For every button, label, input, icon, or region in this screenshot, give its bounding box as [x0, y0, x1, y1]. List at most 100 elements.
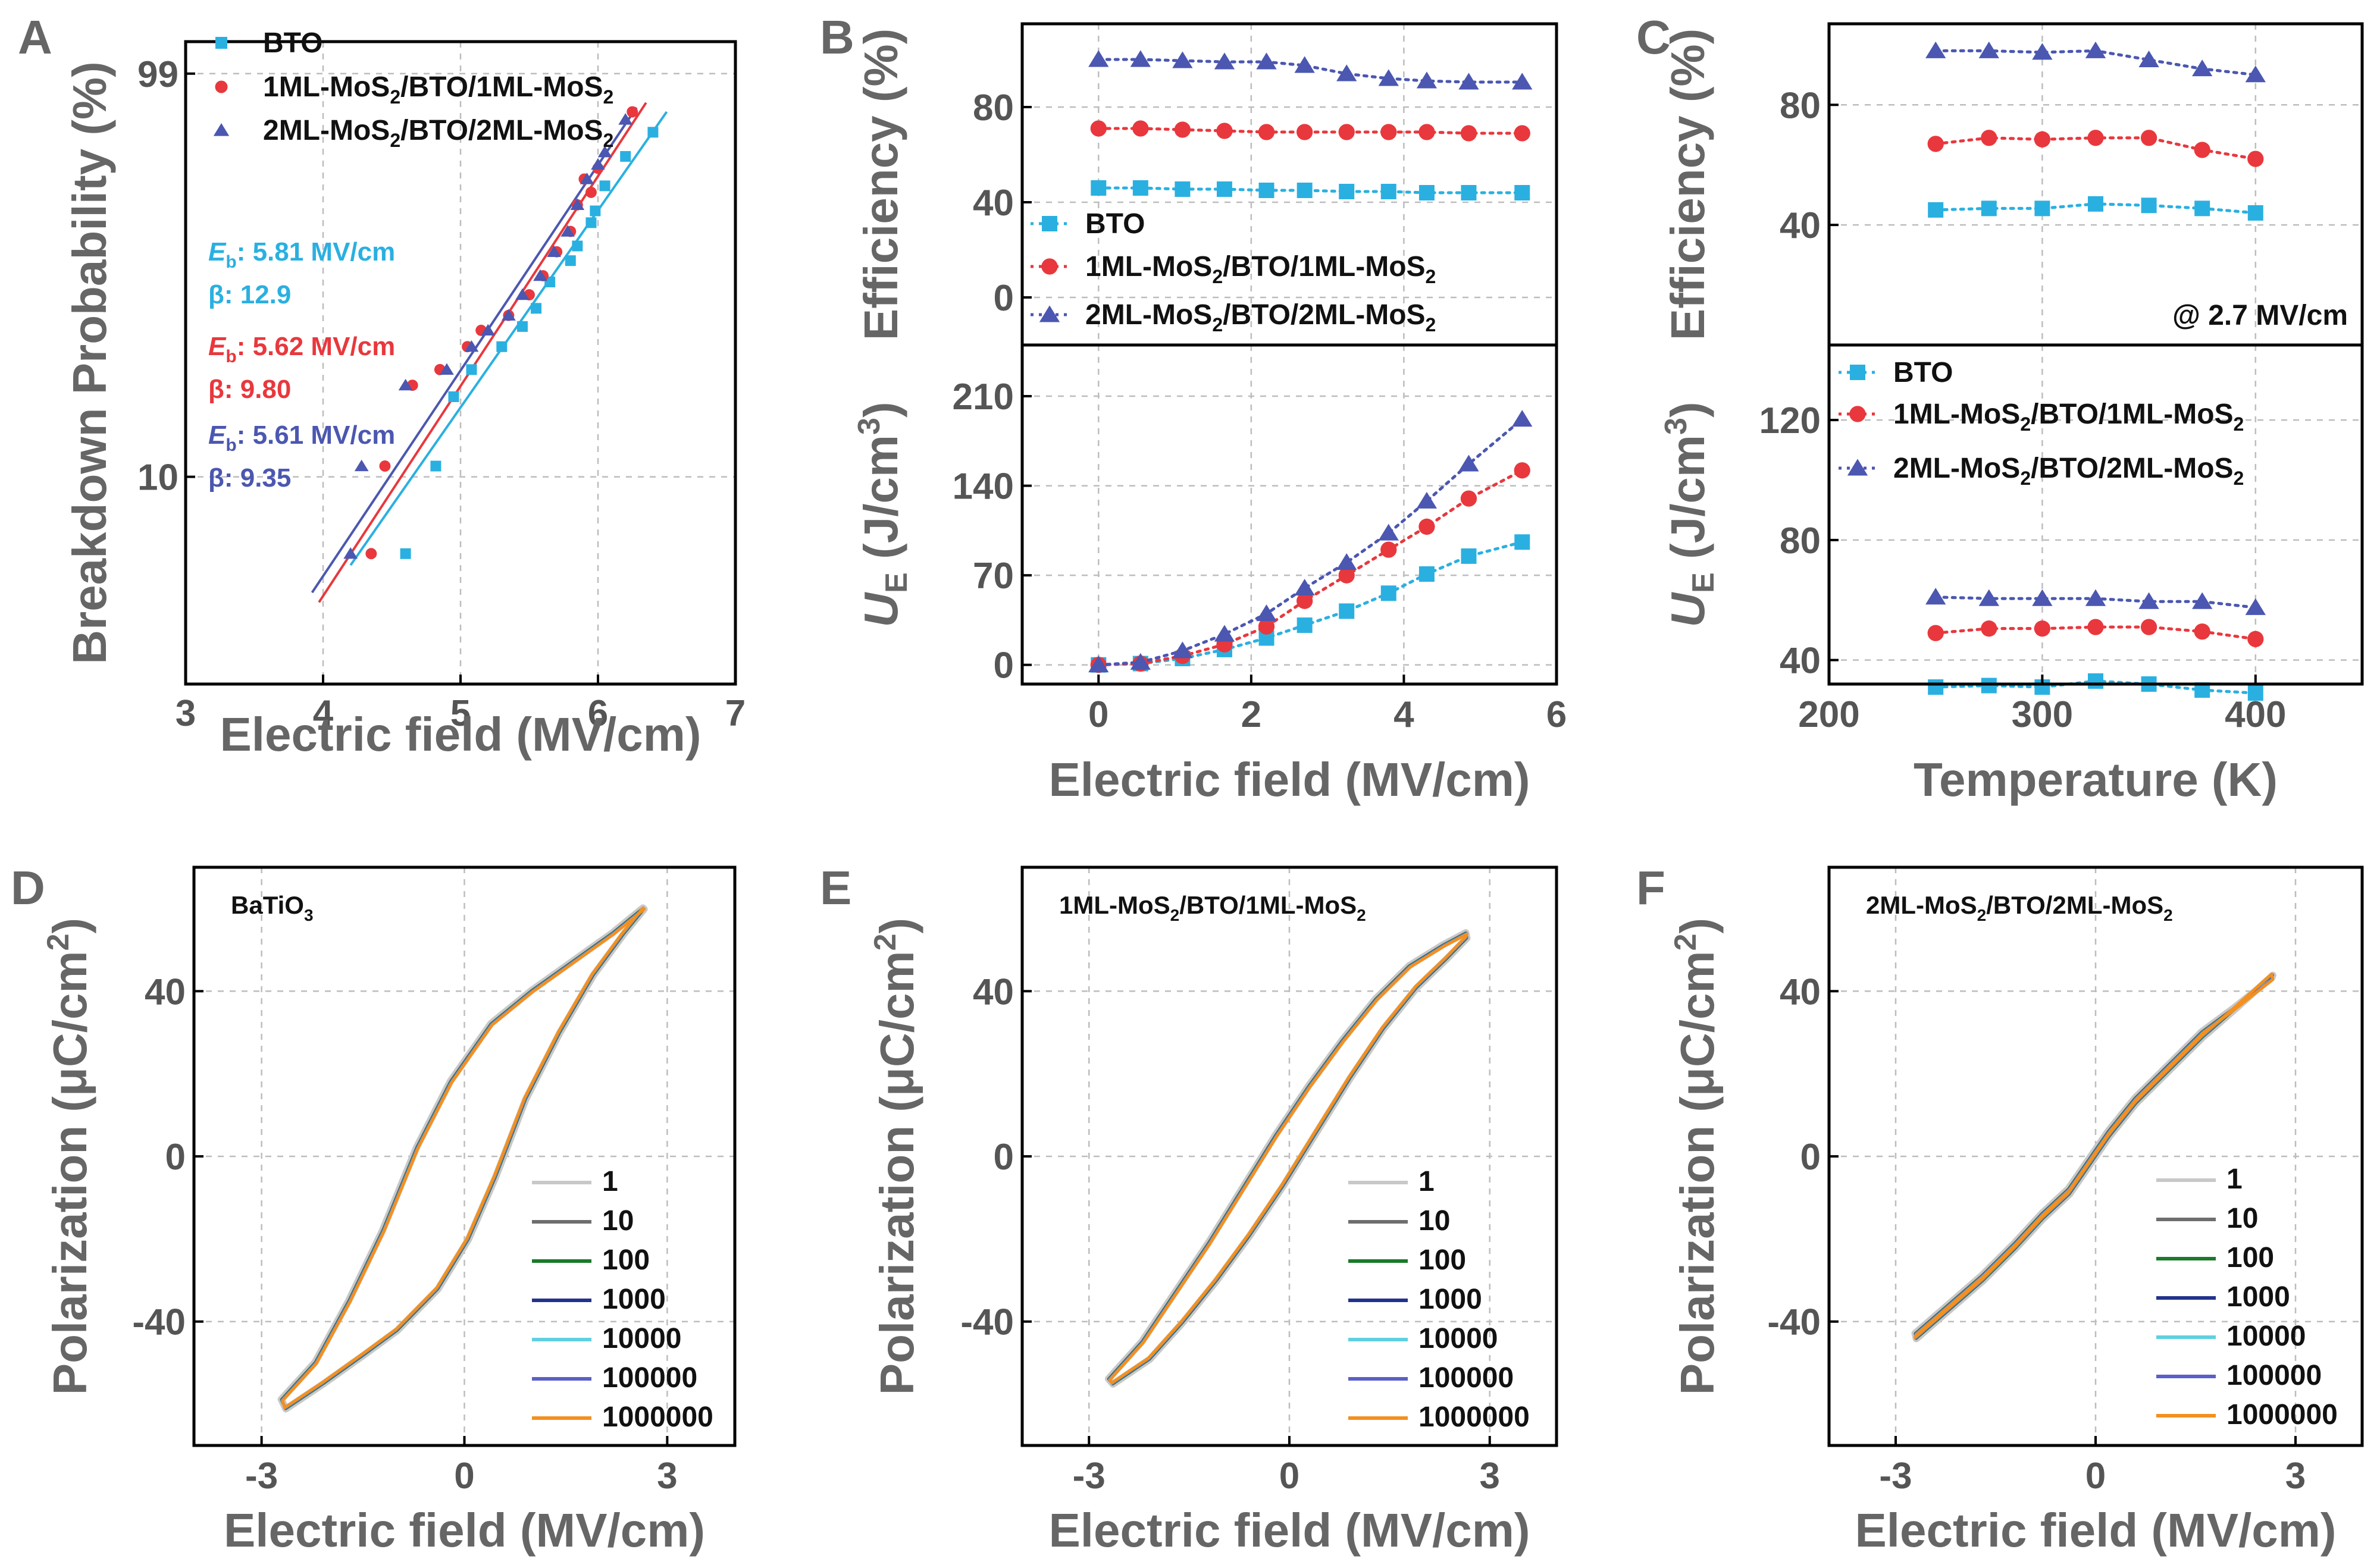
data-point: [585, 217, 597, 228]
text-span: : 5.61 MV/cm: [237, 421, 396, 450]
y-axis-label: Polarization (μC/cm2): [41, 918, 96, 1395]
text-span: E: [1686, 572, 1721, 593]
text-span: Polarization (μC/cm: [43, 951, 96, 1395]
text-span: 2: [2020, 413, 2031, 435]
data-point: [620, 150, 631, 162]
data-point: [585, 186, 597, 198]
y-axis-label: Breakdown Probability (%): [63, 61, 116, 664]
panel-letter: F: [1636, 861, 1665, 914]
energy-point: [1297, 617, 1313, 634]
y-tick-label: 80: [1780, 520, 1821, 562]
legend-label: 10: [2226, 1203, 2258, 1234]
legend-label: 1: [2226, 1164, 2243, 1195]
text-span: U: [854, 592, 907, 628]
efficiency-point: [1380, 184, 1396, 199]
text-span: /BTO/2ML-MoS: [1223, 299, 1425, 331]
annotation-beta: β: 9.35: [208, 463, 291, 493]
text-span: BTO: [263, 27, 322, 59]
energy-point: [1416, 491, 1438, 509]
x-axis-label: Electric field (MV/cm): [1855, 1504, 2336, 1557]
efficiency-point: [2194, 200, 2210, 217]
data-point: [448, 391, 459, 402]
sample-label: 1ML-MoS2/BTO/1ML-MoS2: [1059, 891, 1366, 924]
annotation-beta: β: 12.9: [208, 280, 291, 309]
text-span: 3: [1659, 418, 1693, 435]
efficiency-point: [2194, 142, 2210, 158]
energy-point: [1927, 625, 1944, 641]
data-point: [531, 303, 542, 314]
condition-note: @ 2.7 MV/cm: [2172, 300, 2348, 331]
legend-label: 1000: [2226, 1281, 2290, 1313]
energy-point: [1981, 678, 1997, 694]
text-span: E: [208, 332, 227, 361]
efficiency-point: [2087, 130, 2104, 146]
text-span: U: [1661, 592, 1714, 628]
energy-point: [1172, 641, 1193, 658]
data-point: [343, 547, 358, 559]
efficiency-point: [1458, 73, 1479, 90]
legend-label: 100000: [2226, 1360, 2322, 1391]
efficiency-point: [1416, 71, 1438, 89]
text-span: E: [879, 572, 914, 593]
annotation-eb: Eb: 5.62 MV/cm: [208, 332, 395, 366]
energy-point: [1418, 518, 1435, 535]
efficiency-point: [1132, 120, 1149, 137]
legend-marker: [1041, 258, 1058, 275]
text-span: 2: [2020, 468, 2031, 489]
energy-point: [1512, 410, 1533, 427]
energy-point: [2245, 598, 2266, 615]
panel-F: -3 0 3 -40 0 40 Electric field (MV/cm) Polariza…: [1636, 861, 2364, 1557]
sample-label: 2ML-MoS2/BTO/2ML-MoS2: [1866, 891, 2173, 924]
x-axis-label: Temperature (K): [1914, 753, 2278, 806]
text-span: /BTO/1ML-MoS: [1223, 251, 1425, 283]
x-tick-label: 0: [2085, 1456, 2106, 1497]
efficiency-point: [2088, 196, 2103, 212]
text-span: 2: [41, 933, 76, 951]
legend-label: 10000: [1418, 1323, 1498, 1354]
legend-label: 10000: [2226, 1321, 2306, 1352]
efficiency-point: [1174, 121, 1191, 138]
text-span: ): [854, 402, 907, 418]
x-tick-label: 300: [2012, 694, 2073, 735]
data-point: [430, 460, 441, 472]
x-tick-label: 0: [1088, 694, 1108, 735]
data-point: [533, 269, 547, 281]
efficiency-point: [1256, 52, 1277, 70]
y-tick-label: -40: [1767, 1302, 1821, 1343]
efficiency-point: [2085, 41, 2106, 58]
y-axis-label-top: Efficiency (%): [854, 29, 907, 341]
text-span: ): [1671, 918, 1724, 934]
text-span: b: [226, 347, 236, 366]
x-tick-label: 3: [657, 1456, 677, 1497]
efficiency-point: [1514, 185, 1530, 200]
text-span: BTO: [1893, 357, 1953, 388]
energy-point: [1088, 656, 1109, 673]
energy-point: [2192, 592, 2213, 609]
panel-A: 3 4 5 6 7 10 99 Electric field (MV/cm) Breakdown…: [18, 11, 746, 761]
energy-point: [1380, 585, 1396, 601]
text-span: 3: [852, 418, 887, 435]
x-axis-label: Electric field (MV/cm): [1048, 753, 1530, 806]
text-span: 1ML-MoS: [263, 71, 390, 103]
efficiency-point: [2032, 43, 2053, 60]
panel-E: -3 0 3 -40 0 40 Electric field (MV/cm) Polariza…: [820, 861, 1558, 1557]
efficiency-line-1: [1097, 127, 1524, 135]
energy-point: [1294, 579, 1315, 596]
legend-label: 100: [1418, 1244, 1466, 1276]
energy-point: [1258, 618, 1275, 635]
text-span: 2ML-MoS: [1866, 891, 1977, 919]
text-span: 2: [868, 933, 903, 951]
panel-D: -3 0 3 -40 0 40 Electric field (MV/cm) Polariza…: [11, 861, 737, 1557]
x-axis-label: Electric field (MV/cm): [1048, 1504, 1530, 1557]
efficiency-point: [1216, 123, 1233, 139]
legend-label: 10: [1418, 1205, 1450, 1237]
energy-point: [1925, 588, 1946, 605]
legend-label: 100: [2226, 1242, 2274, 1274]
y-tick-label: -40: [960, 1302, 1014, 1343]
text-span: /BTO/1ML-MoS: [1179, 891, 1357, 919]
text-span: 2: [1668, 933, 1703, 951]
data-point: [618, 113, 633, 125]
energy-point: [1928, 679, 1944, 695]
energy-point: [2034, 620, 2051, 637]
data-point: [591, 158, 605, 170]
